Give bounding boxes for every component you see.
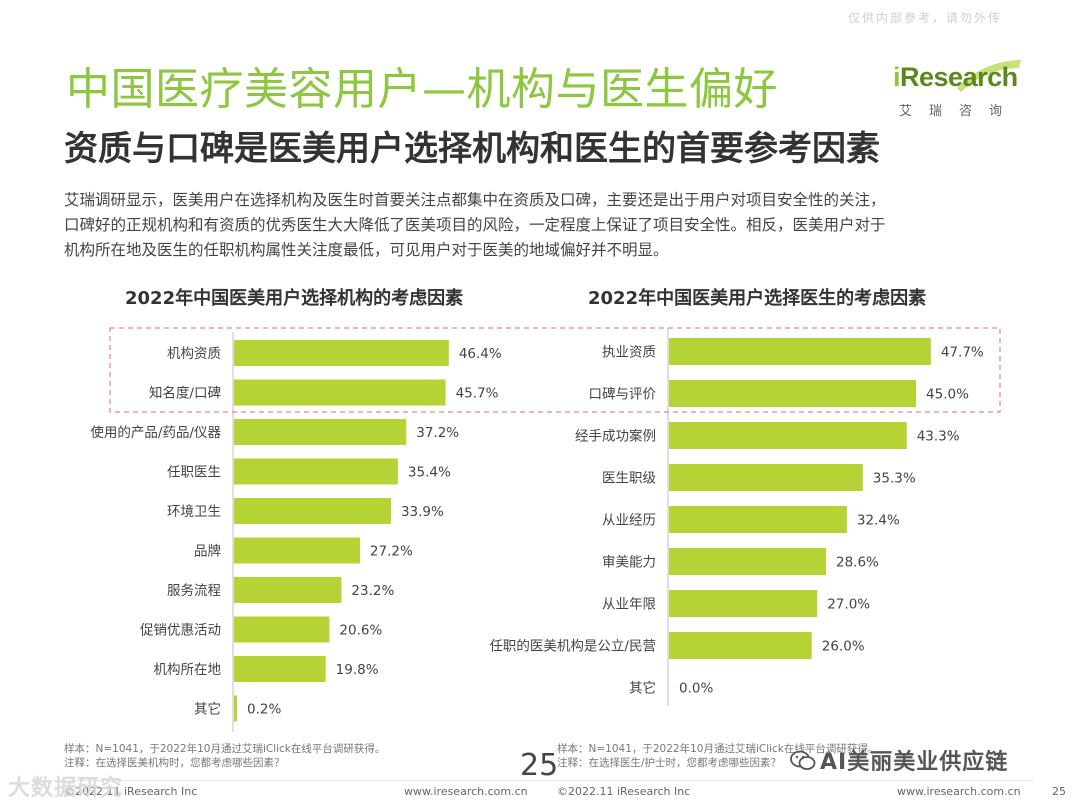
chart-2-category-label: 从业经历 <box>602 513 656 529</box>
chart-2-value-label: 45.0% <box>926 387 969 403</box>
chart-2-bar <box>669 506 847 533</box>
institution-chart-title: 2022年中国医美用户选择机构的考虑因素 <box>125 288 464 309</box>
chart-1-value-label: 20.6% <box>339 623 382 639</box>
footer-page-number: 25 <box>1052 785 1066 798</box>
chart-1-category-label: 使用的产品/药品/仪器 <box>90 424 221 441</box>
chart-2-value-label: 27.0% <box>827 597 870 613</box>
description-line: 艾瑞调研显示，医美用户在选择机构及医生时首要关注点都集中在资质及口碑，主要还是出… <box>64 191 886 209</box>
footer-copyright-left: ©2022.11 iResearch Inc <box>64 785 198 798</box>
description-line: 口碑好的正规机构和有资质的优秀医生大大降低了医美项目的风险，一定程度上保证了项目… <box>64 216 886 234</box>
doctor-chart-title: 2022年中国医美用户选择医生的考虑因素 <box>588 288 927 309</box>
chart-2-category-label: 口碑与评价 <box>589 387 657 403</box>
chart-1-value-label: 46.4% <box>459 346 502 362</box>
chart-2-category-label: 医生职级 <box>602 471 656 487</box>
page-number-large: 25 <box>520 748 559 783</box>
chart-1-category-label: 任职医生 <box>167 465 221 481</box>
chart-1-bar <box>234 537 360 564</box>
chart-1-category-label: 其它 <box>194 701 221 718</box>
chart-1-value-label: 19.8% <box>336 662 379 678</box>
page-title: 中国医疗美容用户—机构与医生偏好 <box>66 64 778 115</box>
chart-1-category-label: 品牌 <box>194 543 221 560</box>
chart-1-bar <box>234 656 326 682</box>
chart-1-bar <box>234 695 237 722</box>
chart-2-bar <box>669 632 812 659</box>
chart-1-bar <box>234 616 330 643</box>
chart-2-bar <box>669 380 917 407</box>
chart-1-category-label: 环境卫生 <box>167 504 221 520</box>
footer-url-right[interactable]: www.iresearch.com.cn <box>897 785 1021 798</box>
chart-2-value-label: 28.6% <box>836 555 879 571</box>
logo-subtitle: 艾瑞咨询 <box>899 104 1020 119</box>
watermark-bottom-right: AI美丽美业供应链 <box>790 744 1008 776</box>
chart-2-category-label: 其它 <box>629 680 656 697</box>
logo-wordmark: iResearch <box>893 62 1018 92</box>
chart-2-category-label: 任职的医美机构是公立/民营 <box>489 639 656 655</box>
highlight-box <box>109 327 1001 413</box>
chart-1-category-label: 服务流程 <box>167 583 221 599</box>
chart-2-value-label: 26.0% <box>822 639 865 655</box>
footer-divider <box>64 780 1034 781</box>
chart-1-bar <box>234 498 391 524</box>
chart-1-bar <box>234 577 342 603</box>
chart-2-value-label: 43.3% <box>917 429 960 445</box>
chart-1-category-label: 机构所在地 <box>154 662 222 678</box>
chart-2-value-label: 35.3% <box>873 471 916 487</box>
chart-2-value-label: 0.0% <box>679 681 713 697</box>
chart-2-value-label: 32.4% <box>857 513 900 529</box>
chart-1-bar <box>234 379 446 406</box>
chart-2-bar <box>669 590 818 617</box>
chart-1-bar <box>234 419 407 445</box>
watermark-bottom-left: 大数据研究 <box>8 776 124 801</box>
chart-1-value-label: 27.2% <box>370 544 413 560</box>
chart-1-value-label: 0.2% <box>247 702 281 718</box>
chart-2-bar <box>669 338 931 365</box>
chart-1-bar <box>234 340 449 366</box>
wechat-icon <box>790 750 816 770</box>
description-line: 机构所在地及医生的任职机构属性关注度最低，可见用户对于医美的地域偏好并不明显。 <box>64 241 669 259</box>
footer-url-left[interactable]: www.iresearch.com.cn <box>404 785 528 798</box>
chart-2-bar <box>669 422 907 449</box>
chart-1-category-label: 促销优惠活动 <box>140 623 221 639</box>
confidential-watermark: 仅供内部参考，请勿外传 <box>848 11 1003 25</box>
chart-2-category-label: 从业年限 <box>602 597 656 613</box>
chart-1-value-label: 33.9% <box>401 504 444 520</box>
chart-2-category-label: 执业资质 <box>602 345 656 361</box>
chart-2-bar <box>669 548 827 575</box>
chart-1-value-label: 37.2% <box>416 425 459 441</box>
footer-copyright-right: ©2022.11 iResearch Inc <box>557 785 691 798</box>
chart-1-category-label: 知名度/口碑 <box>149 385 221 402</box>
logo-swoosh-icon <box>957 60 1021 92</box>
chart-2-value-label: 47.7% <box>941 345 984 361</box>
chart-1-value-label: 45.7% <box>456 386 499 402</box>
chart-1-bar <box>234 458 398 485</box>
iresearch-logo: iResearch 艾瑞咨询 <box>893 60 1023 120</box>
chart-2-category-label: 审美能力 <box>602 555 656 571</box>
chart-1-value-label: 35.4% <box>408 465 451 481</box>
description: 艾瑞调研显示，医美用户在选择机构及医生时首要关注点都集中在资质及口碑，主要还是出… <box>64 188 1026 263</box>
page-subtitle: 资质与口碑是医美用户选择机构和医生的首要参考因素 <box>64 129 880 169</box>
chart-1-value-label: 23.2% <box>351 583 394 599</box>
chart-2-bar <box>669 464 863 491</box>
chart-1-category-label: 机构资质 <box>167 346 221 362</box>
chart-2-category-label: 经手成功案例 <box>575 428 656 445</box>
sample-note-left: 样本：N=1041，于2022年10月通过艾瑞iClick在线平台调研获得。 注… <box>64 743 386 769</box>
